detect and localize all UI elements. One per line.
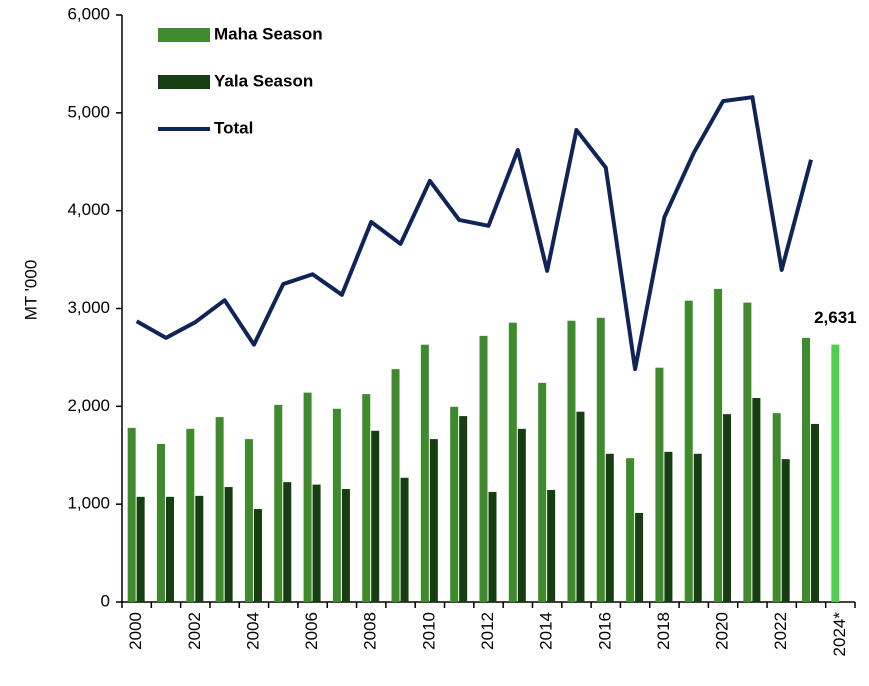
legend-label: Yala Season — [214, 71, 313, 90]
bar — [547, 489, 556, 602]
bar — [831, 344, 840, 602]
bar — [772, 413, 781, 602]
bar — [224, 487, 233, 602]
legend-swatch — [158, 28, 210, 42]
bar — [802, 337, 811, 602]
x-tick-label: 2000 — [126, 612, 145, 650]
x-tick-label: 2024* — [830, 612, 849, 657]
x-tick-label: 2020 — [713, 612, 732, 650]
x-tick-label: 2012 — [478, 612, 497, 650]
bar — [186, 428, 195, 602]
legend-swatch — [158, 75, 210, 89]
bar — [283, 482, 292, 602]
bar — [752, 398, 761, 602]
bar — [781, 459, 790, 602]
bar — [156, 443, 165, 602]
data-label: 2,631 — [814, 308, 857, 327]
y-tick-label: 3,000 — [67, 298, 110, 317]
x-tick-label: 2010 — [419, 612, 438, 650]
legend-label: Total — [214, 118, 253, 137]
bar — [567, 320, 576, 602]
bar — [479, 335, 488, 602]
x-tick-label: 2016 — [595, 612, 614, 650]
y-tick-label: 5,000 — [67, 102, 110, 121]
bar — [362, 394, 371, 602]
bar — [341, 489, 350, 602]
bar — [517, 428, 526, 602]
bar — [576, 411, 585, 602]
bar — [391, 369, 400, 602]
bar — [508, 322, 517, 602]
bar — [459, 416, 468, 602]
bar — [371, 430, 380, 602]
x-tick-label: 2002 — [185, 612, 204, 650]
x-tick-label: 2018 — [654, 612, 673, 650]
bar — [811, 423, 820, 602]
bar — [195, 495, 204, 602]
bar — [127, 427, 136, 602]
bar — [488, 491, 497, 602]
bar — [332, 408, 341, 602]
bar — [693, 453, 702, 602]
x-tick-label: 2004 — [243, 612, 262, 650]
bar — [450, 406, 459, 602]
x-tick-label: 2014 — [537, 612, 556, 650]
bar — [714, 288, 723, 602]
bar — [165, 496, 174, 602]
y-tick-label: 4,000 — [67, 200, 110, 219]
x-tick-label: 2006 — [302, 612, 321, 650]
bar — [538, 382, 547, 602]
bar — [655, 367, 664, 602]
bar — [635, 512, 644, 602]
bar — [312, 484, 321, 602]
bar — [596, 317, 605, 602]
x-tick-label: 2022 — [771, 612, 790, 650]
bar — [723, 414, 732, 602]
y-axis-label: MT '000 — [21, 260, 40, 321]
bar — [215, 417, 224, 602]
bar — [684, 300, 693, 602]
bar — [429, 439, 438, 602]
x-tick-label: 2008 — [361, 612, 380, 650]
y-tick-label: 2,000 — [67, 396, 110, 415]
legend-label: Maha Season — [214, 24, 323, 43]
bar — [274, 404, 283, 602]
bar — [743, 302, 752, 602]
y-tick-label: 0 — [101, 591, 110, 610]
bar — [605, 453, 614, 602]
bar — [136, 496, 145, 602]
y-tick-label: 1,000 — [67, 494, 110, 513]
line — [135, 95, 813, 372]
bar — [244, 439, 253, 602]
y-tick-label: 6,000 — [67, 4, 110, 23]
bar — [303, 392, 312, 602]
bar — [253, 509, 262, 602]
bar — [400, 477, 409, 602]
bar — [420, 344, 429, 602]
bar — [664, 451, 673, 602]
bar — [626, 458, 635, 602]
